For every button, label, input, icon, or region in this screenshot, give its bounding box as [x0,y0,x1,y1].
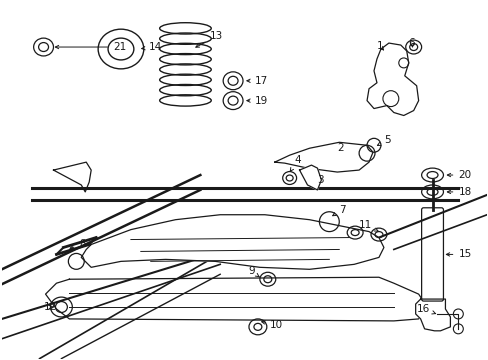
Text: 14: 14 [142,42,162,52]
Text: 5: 5 [377,135,390,145]
Text: 12: 12 [43,302,57,312]
Text: 13: 13 [195,31,223,47]
Text: 8: 8 [70,239,86,249]
Text: 16: 16 [416,304,435,314]
Polygon shape [415,299,449,331]
Text: 9: 9 [247,266,259,277]
Polygon shape [366,43,418,116]
Text: 20: 20 [447,170,470,180]
Polygon shape [299,165,321,190]
Polygon shape [274,142,372,172]
Text: 2: 2 [337,143,343,153]
Text: 4: 4 [290,155,301,171]
Text: 1: 1 [376,41,383,51]
Text: 19: 19 [246,96,267,105]
Text: 7: 7 [332,205,345,216]
Text: 18: 18 [447,187,470,197]
Text: 17: 17 [246,76,267,86]
Text: 3: 3 [317,175,324,185]
Text: 6: 6 [408,38,414,48]
Polygon shape [81,215,383,269]
Text: 11: 11 [358,220,377,231]
Text: 15: 15 [446,249,470,260]
Text: 10: 10 [261,320,283,330]
Polygon shape [45,277,427,321]
Text: 21: 21 [55,42,126,52]
Polygon shape [53,162,91,192]
